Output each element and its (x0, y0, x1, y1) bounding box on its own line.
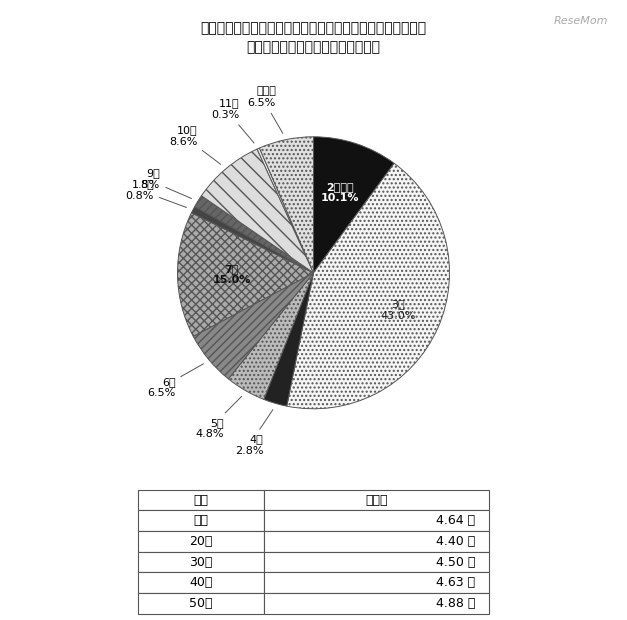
Text: 4.50 日: 4.50 日 (436, 556, 475, 569)
Text: 8日
0.8%: 8日 0.8% (125, 180, 186, 208)
Text: 20代: 20代 (189, 535, 213, 548)
Bar (265, 531, 489, 552)
Wedge shape (257, 148, 314, 273)
Text: 4.40 日: 4.40 日 (436, 535, 475, 548)
Wedge shape (287, 163, 450, 409)
Text: 2日以下
10.1%: 2日以下 10.1% (320, 182, 359, 203)
Text: 平均値: 平均値 (366, 494, 388, 507)
Wedge shape (228, 273, 314, 399)
Text: 6日
6.5%: 6日 6.5% (147, 364, 203, 399)
Wedge shape (260, 137, 314, 273)
Wedge shape (201, 149, 314, 273)
Bar (265, 593, 489, 614)
Wedge shape (264, 273, 314, 406)
Bar (138, 510, 265, 531)
Bar (138, 531, 265, 552)
Bar (265, 572, 489, 593)
Text: 4.63 日: 4.63 日 (436, 577, 475, 589)
Bar (265, 490, 489, 510)
Bar (265, 510, 489, 531)
Wedge shape (194, 196, 314, 273)
Text: 無回答
6.5%: 無回答 6.5% (248, 86, 283, 133)
Bar (138, 490, 265, 510)
Text: 11日
0.3%: 11日 0.3% (211, 99, 254, 143)
Wedge shape (314, 137, 394, 273)
Text: （全体分布、全体・年代別平均値）: （全体分布、全体・年代別平均値） (246, 40, 381, 55)
Text: 年齢: 年齢 (194, 494, 209, 507)
Bar (138, 593, 265, 614)
Text: 全体: 全体 (194, 515, 209, 527)
Bar (265, 552, 489, 572)
Wedge shape (191, 206, 314, 273)
Text: 50代: 50代 (189, 597, 213, 610)
Text: ReseMom: ReseMom (554, 16, 608, 25)
Text: 40代: 40代 (189, 577, 213, 589)
Wedge shape (177, 213, 314, 336)
Text: 9日
1.5%: 9日 1.5% (132, 168, 191, 198)
Text: 30代: 30代 (189, 556, 213, 569)
Text: 4日
2.8%: 4日 2.8% (235, 410, 273, 456)
Text: 3日
43.0%: 3日 43.0% (381, 299, 416, 321)
Text: 4.88 日: 4.88 日 (436, 597, 475, 610)
Text: 今年のゴールデンウィークで最長何連休とれそうかの見込み: 今年のゴールデンウィークで最長何連休とれそうかの見込み (201, 22, 426, 36)
Text: 4.64 日: 4.64 日 (436, 515, 475, 527)
Text: 10日
8.6%: 10日 8.6% (169, 125, 221, 164)
Bar (138, 552, 265, 572)
Text: 7日
15.0%: 7日 15.0% (213, 264, 251, 285)
Bar (138, 572, 265, 593)
Text: 5日
4.8%: 5日 4.8% (196, 396, 242, 439)
Wedge shape (193, 273, 314, 379)
